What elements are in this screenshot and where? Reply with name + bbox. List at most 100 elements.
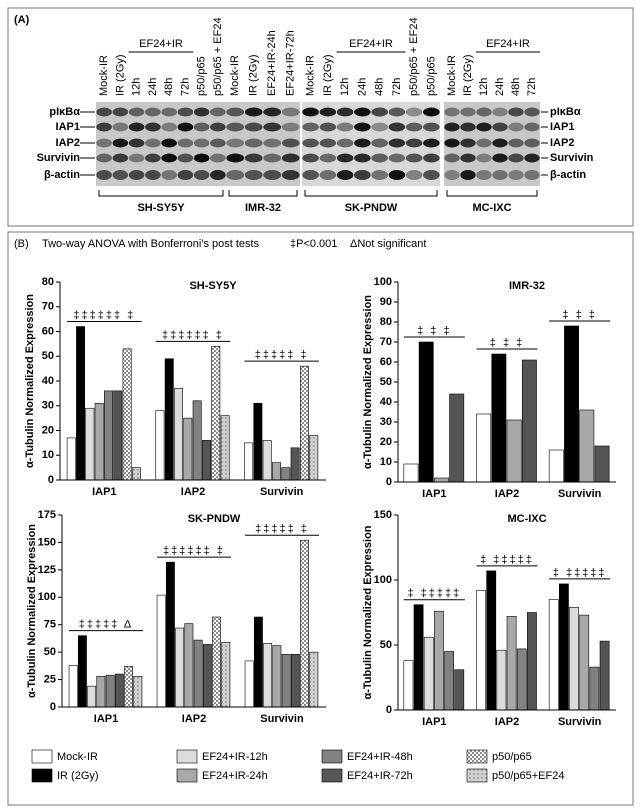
legend-swatch <box>466 768 488 783</box>
bar <box>496 649 507 711</box>
blot-band <box>319 122 337 132</box>
bar <box>281 467 291 481</box>
blot-band <box>460 138 476 148</box>
significance: ‡ ‡ ‡ <box>417 325 451 337</box>
row-label: pIκBα <box>550 106 581 118</box>
bar <box>454 669 465 711</box>
legend-swatch <box>321 749 343 764</box>
cell-line-label: SH-SY5Y <box>137 202 185 214</box>
bar <box>272 462 281 481</box>
y-tick-label: 0 <box>386 704 392 716</box>
blot-band <box>263 170 282 180</box>
bar <box>85 407 95 481</box>
lane-label: IR (2Gy) <box>462 54 474 96</box>
significance: ‡‡‡‡‡‡ ‡ <box>162 329 224 341</box>
blot-band <box>476 107 492 117</box>
blot-band <box>145 122 161 132</box>
x-tick-label: Survivin <box>558 488 602 500</box>
lane-label: p50/p65 <box>196 56 208 96</box>
panel-label: (B) <box>14 238 29 250</box>
blot-band <box>263 153 282 163</box>
blot-band <box>354 122 371 132</box>
legend-label: EF24+IR-12h <box>202 751 268 763</box>
legend-label: EF24+IR-48h <box>347 751 413 763</box>
blot-band <box>405 170 423 180</box>
bar <box>87 685 97 708</box>
blot-band <box>244 170 263 180</box>
significance: ‡‡‡‡‡ ‡ <box>255 349 309 361</box>
blot-band <box>177 170 194 180</box>
blot-band <box>302 170 319 180</box>
blot-band <box>371 107 388 117</box>
bar <box>449 393 465 483</box>
y-tick-label: 50 <box>380 639 392 651</box>
blot-band <box>177 122 194 132</box>
blot-band <box>302 107 319 117</box>
x-tick-label: IAP1 <box>422 488 446 500</box>
legend-swatch <box>31 768 53 783</box>
blot-band <box>371 153 388 163</box>
blot-band <box>128 107 145 117</box>
blot-band <box>244 122 263 132</box>
bar <box>559 583 569 711</box>
blot-band <box>336 107 354 117</box>
lane-label: 12h <box>131 78 143 96</box>
blot-band <box>524 107 540 117</box>
y-tick-label: 30 <box>42 400 54 412</box>
row-label: IAP2 <box>56 137 80 149</box>
bar <box>96 675 106 708</box>
lane-label: Mock-IR <box>446 55 458 96</box>
lane-label: 48h <box>374 78 386 96</box>
row-label: β-actin <box>44 169 80 181</box>
significance: ‡ ‡‡‡‡‡ <box>480 554 534 566</box>
blot-band <box>263 122 282 132</box>
blot-band <box>96 170 112 180</box>
blot-band <box>244 153 263 163</box>
bar <box>156 594 166 708</box>
blot-band <box>336 138 354 148</box>
bar <box>309 435 319 481</box>
blot-band <box>336 153 354 163</box>
blot-band <box>281 153 300 163</box>
legend-label: Mock-IR <box>57 751 98 763</box>
bar <box>184 623 194 708</box>
blot-band <box>371 138 388 148</box>
blot-band <box>210 153 226 163</box>
blot-band <box>460 170 476 180</box>
bar <box>589 666 600 711</box>
legend-swatch <box>176 749 198 764</box>
y-tick-label: 50 <box>44 646 56 658</box>
lane-label: p50/p65 + EF24 <box>408 17 420 96</box>
bar <box>244 660 254 708</box>
blot-band <box>226 107 245 117</box>
blot-band <box>388 107 406 117</box>
bar <box>281 654 291 708</box>
blot-band <box>112 138 129 148</box>
blot-band <box>354 107 371 117</box>
bar <box>221 641 231 708</box>
blot-band <box>145 170 161 180</box>
blot-band <box>354 138 371 148</box>
lane-label: 48h <box>163 78 175 96</box>
bar <box>212 616 222 708</box>
lane-label: Mock-IR <box>98 55 110 96</box>
blot-band <box>177 153 194 163</box>
bar <box>434 477 449 483</box>
row-label: pIκBα <box>49 106 80 118</box>
blot-band <box>177 107 194 117</box>
bar <box>516 648 527 711</box>
blot-band <box>145 153 161 163</box>
sig-key: ‡P<0.001 <box>290 238 337 250</box>
blot-band <box>405 122 423 132</box>
legend-label: p50/p65+EF24 <box>492 770 564 782</box>
blot-band <box>112 153 129 163</box>
x-tick-label: IAP1 <box>422 716 446 728</box>
blot-band <box>388 170 406 180</box>
cell-line-label: MC-IXC <box>472 202 511 214</box>
y-tick-label: 100 <box>38 591 56 603</box>
bar <box>202 440 211 481</box>
lane-label: 72h <box>526 78 538 96</box>
blot-band <box>354 170 371 180</box>
blot-band <box>210 122 226 132</box>
lane-label: Mock-IR <box>305 55 317 96</box>
